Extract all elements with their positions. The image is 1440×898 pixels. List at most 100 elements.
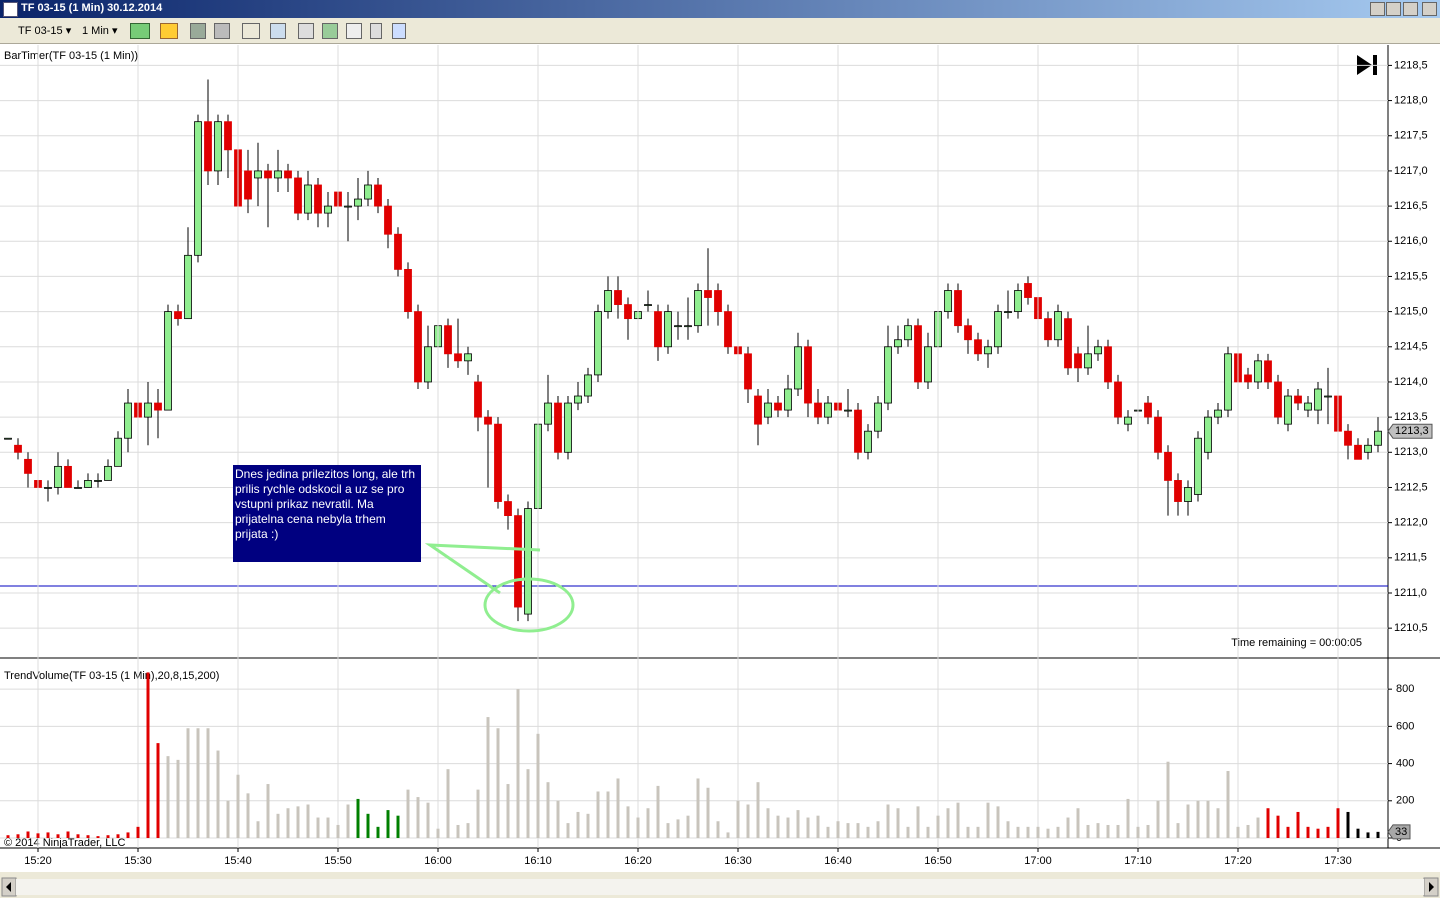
zoom-button[interactable] — [270, 23, 286, 39]
volume-bar — [936, 815, 940, 838]
candle-body — [1044, 318, 1052, 341]
candle-body — [884, 346, 892, 404]
crosshair-button[interactable] — [242, 23, 260, 39]
candle-body — [14, 444, 22, 453]
volume-bar — [1306, 826, 1310, 838]
candle-body — [204, 121, 212, 172]
candle-body — [484, 416, 492, 425]
highlight-ellipse — [483, 577, 575, 633]
tool-button[interactable] — [392, 23, 406, 39]
volume-bar — [226, 800, 230, 838]
volume-bar — [1116, 824, 1120, 838]
candle-body — [1314, 388, 1322, 411]
volume-bar — [286, 808, 290, 838]
candle-body — [1174, 480, 1182, 502]
volume-bar — [896, 808, 900, 838]
volume-bar — [916, 806, 920, 838]
volume-bar — [1176, 823, 1180, 838]
instrument-selector[interactable]: TF 03-15 ▾ — [18, 25, 72, 37]
candle-body — [864, 430, 872, 453]
volume-bar — [856, 823, 860, 838]
drawing-tool-button[interactable] — [160, 23, 178, 39]
last-price-box — [1387, 423, 1433, 439]
candle-body — [194, 121, 202, 256]
volume-bar — [1246, 824, 1250, 838]
interval-selector[interactable]: 1 Min ▾ — [82, 25, 118, 37]
y-tick-label: 1216,5 — [1394, 200, 1428, 212]
volume-bar — [736, 800, 740, 838]
volume-bar — [136, 826, 140, 838]
candle-body — [464, 353, 472, 362]
candle-body — [1084, 353, 1092, 369]
candle-body — [1364, 444, 1372, 453]
minimize-button[interactable] — [1370, 2, 1385, 16]
volume-bar — [836, 821, 840, 838]
volume-bar — [1106, 824, 1110, 838]
candle-body — [384, 205, 392, 235]
candle-body — [1074, 353, 1082, 369]
candle-body — [814, 402, 822, 418]
close-button[interactable] — [1422, 2, 1437, 16]
volume-bar — [1046, 828, 1050, 838]
volume-bar — [596, 791, 600, 838]
volume-bar — [1026, 826, 1030, 838]
candle-body — [984, 346, 992, 355]
candle-body — [704, 290, 712, 298]
volume-bar — [276, 813, 280, 838]
candle-body — [724, 311, 732, 348]
candle-body — [894, 339, 902, 348]
volume-bar — [416, 797, 420, 838]
volume-bar — [886, 804, 890, 838]
candle-body — [824, 402, 832, 418]
x-tick-label: 16:20 — [624, 855, 652, 867]
candle-body — [744, 353, 752, 390]
chart-style-button[interactable] — [130, 23, 150, 39]
tool-button[interactable] — [190, 23, 206, 39]
toolbar: TF 03-15 ▾ 1 Min ▾ — [0, 18, 1440, 44]
volume-bar — [6, 835, 10, 838]
volume-bar — [766, 808, 770, 838]
candle-body — [174, 311, 182, 320]
tool-button[interactable] — [346, 23, 362, 39]
volume-bar — [96, 836, 100, 838]
y-tick-label: 1211,5 — [1394, 552, 1427, 564]
candle-body — [554, 402, 562, 453]
candle-body — [184, 254, 192, 320]
candle-body — [494, 423, 502, 502]
candle-body — [1064, 318, 1072, 369]
candle-body — [574, 395, 582, 404]
volume-bar — [946, 808, 950, 838]
y-tick-label: 1212,0 — [1394, 517, 1428, 529]
y-tick-label: 400 — [1396, 757, 1414, 769]
candle-body — [974, 339, 982, 355]
candle-body — [254, 170, 262, 179]
volume-bar — [396, 815, 400, 838]
text-annotation: Dnes jedina prilezitos long, ale trh pri… — [233, 465, 421, 562]
scroll-track[interactable] — [16, 879, 1424, 895]
tool-button[interactable] — [214, 23, 230, 39]
volume-bar — [1076, 808, 1080, 838]
candle-body — [354, 198, 362, 207]
candle-body — [54, 465, 62, 488]
tool-button[interactable] — [298, 23, 314, 39]
volume-bar — [266, 784, 270, 838]
candle-body — [474, 381, 482, 418]
arrow-icon — [1429, 882, 1434, 892]
volume-bar — [1226, 771, 1230, 838]
tool-button[interactable] — [370, 23, 382, 39]
restore-button[interactable] — [1386, 2, 1401, 16]
tool-button[interactable] — [322, 23, 338, 39]
volume-bar — [536, 733, 540, 838]
candle-body — [774, 402, 782, 411]
volume-bar — [626, 806, 630, 838]
indicator-title: TrendVolume(TF 03-15 (1 Min),20,8,15,200… — [4, 670, 219, 682]
maximize-button[interactable] — [1403, 2, 1418, 16]
volume-bar — [496, 728, 500, 838]
candle-body — [244, 170, 252, 200]
candle-body — [1324, 395, 1332, 398]
y-tick-label: 1216,0 — [1394, 235, 1428, 247]
volume-bar — [966, 826, 970, 838]
callout-arrow — [424, 543, 541, 595]
x-tick-label: 15:40 — [224, 855, 252, 867]
candle-body — [594, 311, 602, 376]
